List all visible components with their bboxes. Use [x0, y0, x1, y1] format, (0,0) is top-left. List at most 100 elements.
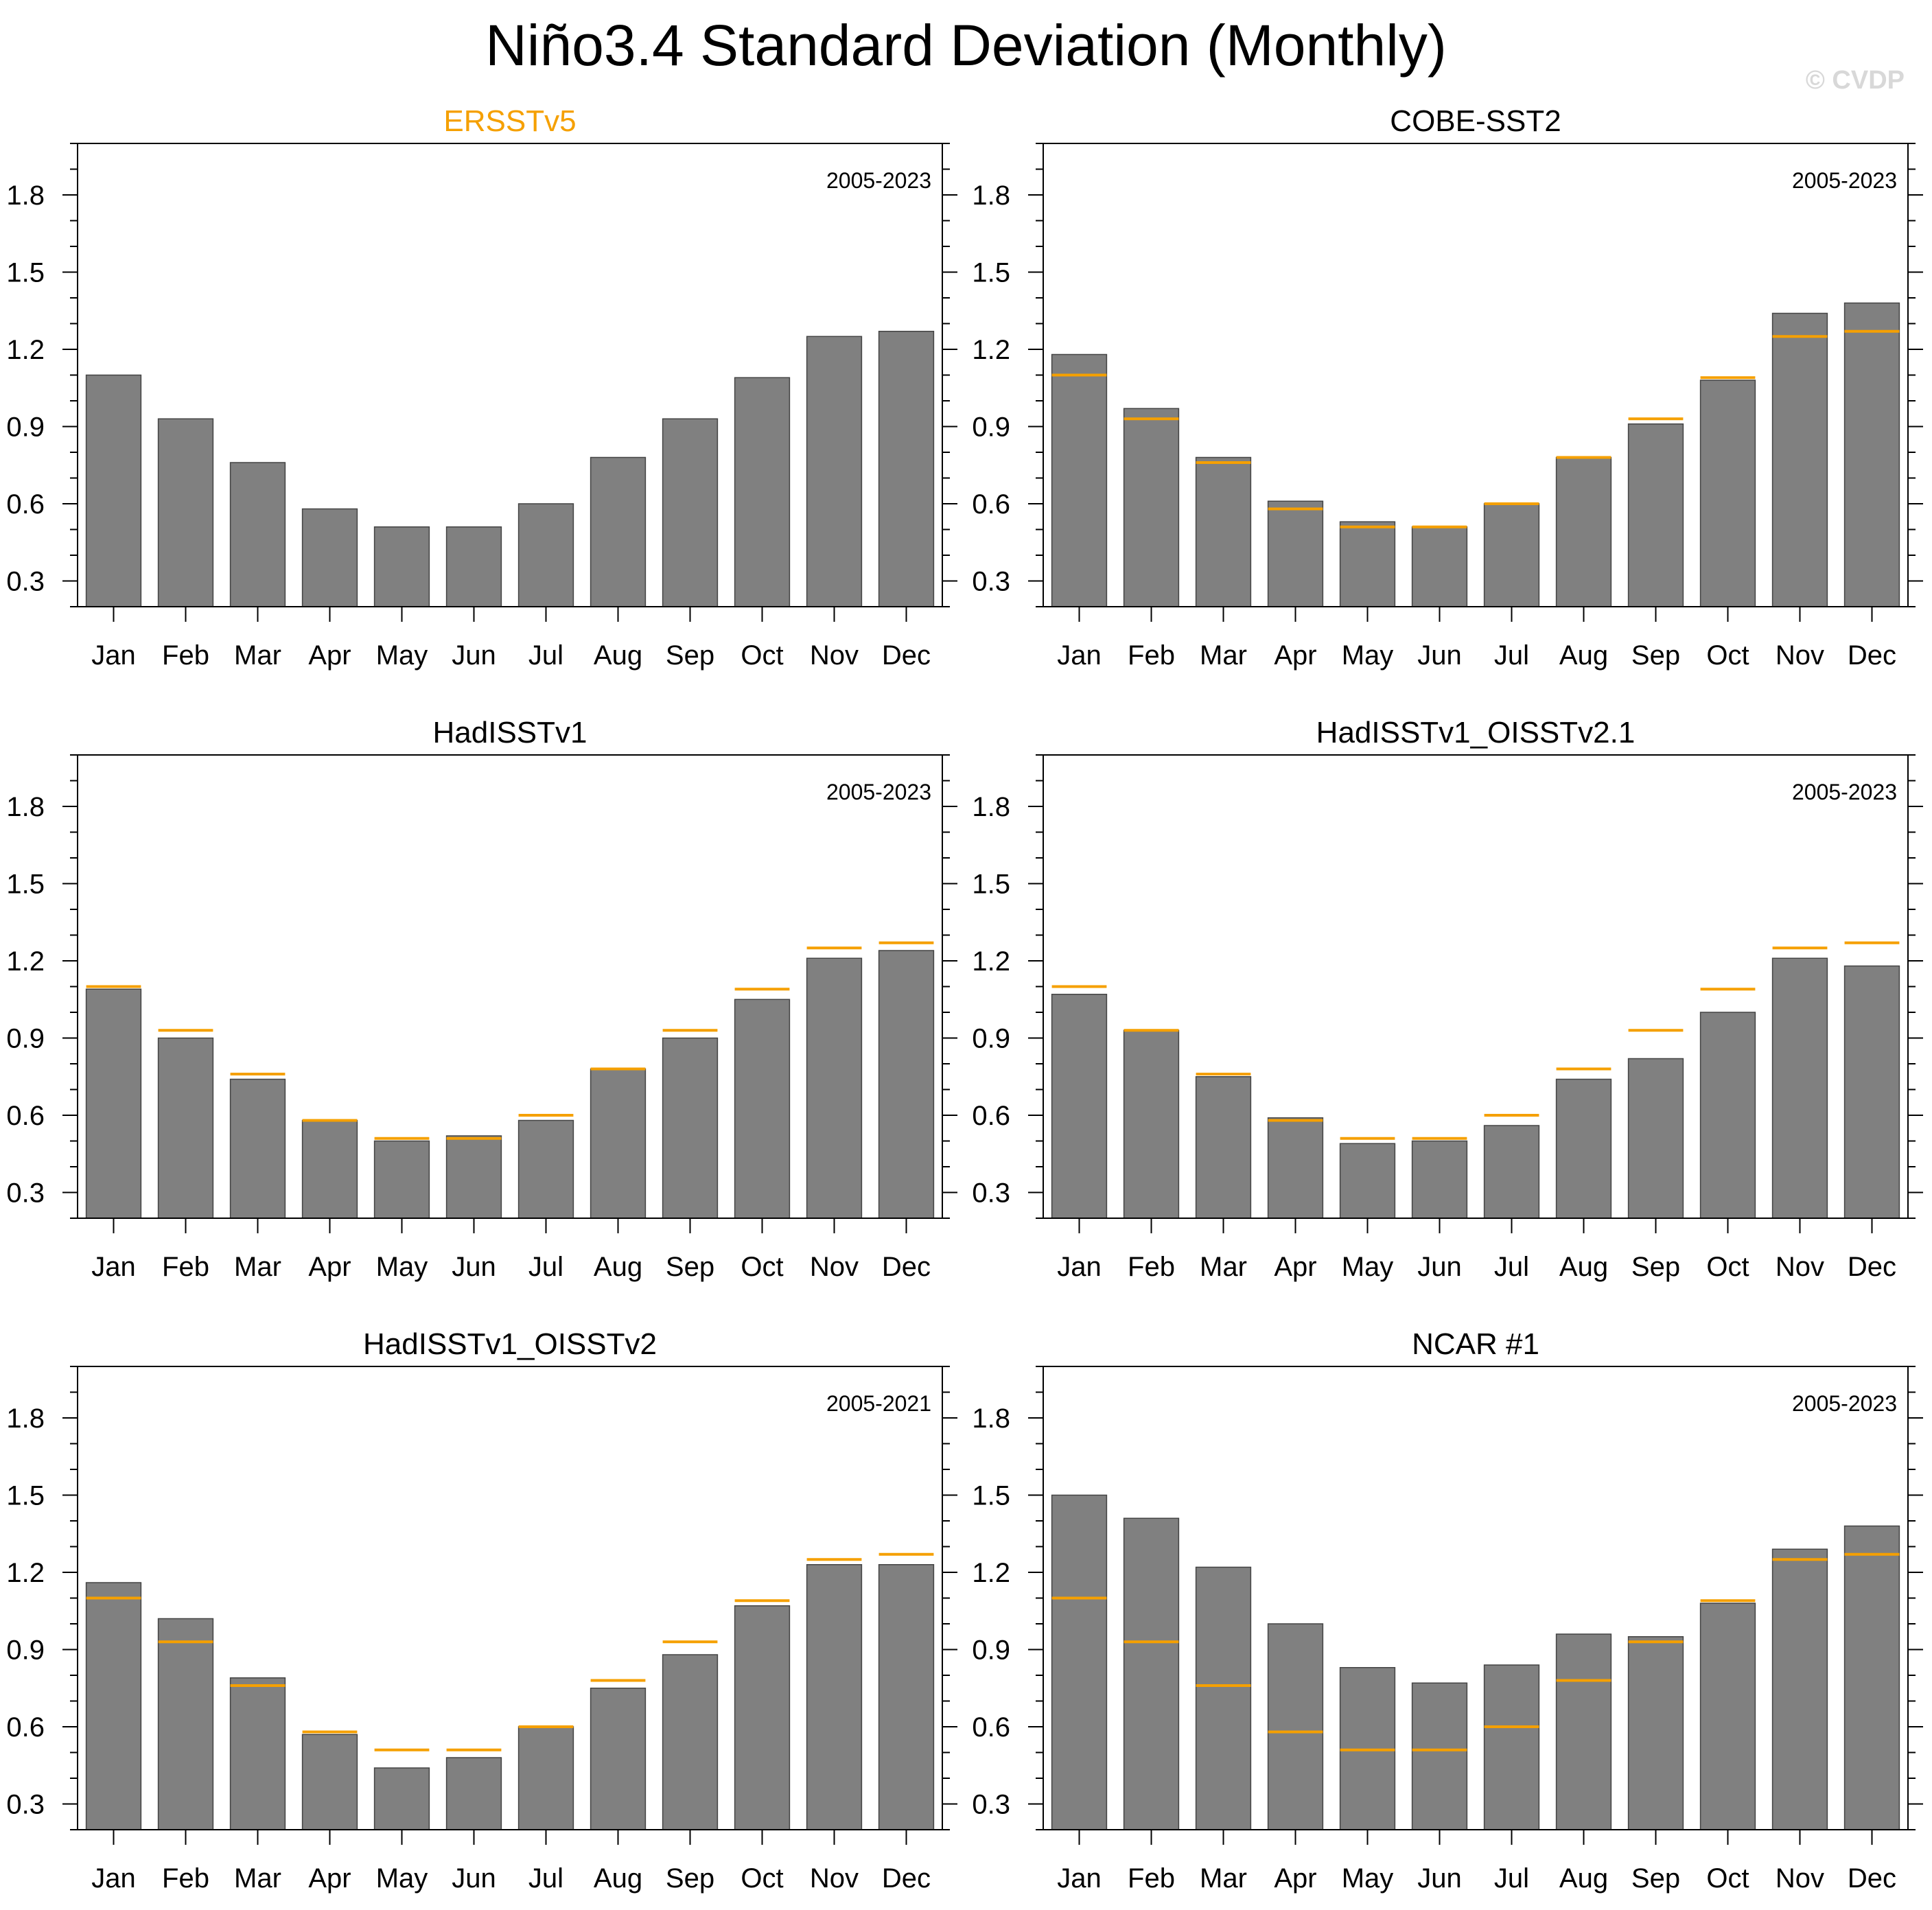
bar: [1771, 312, 1828, 607]
x-tick-label: Nov: [1776, 1252, 1824, 1282]
x-tick-label: Dec: [1848, 1863, 1896, 1894]
x-tick-label: Aug: [1559, 1252, 1608, 1282]
y-tick-label: 0.9: [6, 412, 45, 443]
bar: [1627, 1636, 1684, 1830]
period-label: 2005-2021: [826, 1391, 931, 1416]
bar: [85, 1582, 142, 1830]
y-tick-label: 1.5: [6, 870, 45, 900]
bar: [445, 526, 502, 607]
x-tick-label: Jun: [1417, 1252, 1462, 1282]
x-tick-label: Apr: [308, 1863, 351, 1894]
y-tick-label: 0.6: [972, 1712, 1010, 1743]
x-tick-label: Aug: [1559, 640, 1608, 671]
y-tick-label: 0.9: [972, 412, 1010, 443]
period-label: 2005-2023: [1792, 780, 1897, 804]
bar: [157, 418, 214, 607]
y-tick-label: 0.3: [6, 567, 45, 597]
x-tick-label: May: [1342, 640, 1394, 671]
x-tick-label: Aug: [594, 640, 642, 671]
chart-panel: HadISSTv1 2005-2023 0.3 0.6 0.9 1.2 1.5 1.8 Jan F…: [6, 716, 957, 1282]
x-tick-label: Feb: [162, 640, 209, 671]
x-tick-label: Aug: [594, 1252, 642, 1282]
bar: [1123, 1029, 1180, 1219]
y-tick-label: 0.3: [972, 1790, 1010, 1820]
x-tick-label: Nov: [810, 1863, 859, 1894]
bar: [1267, 1623, 1324, 1830]
bar: [1843, 1525, 1900, 1830]
bar: [734, 377, 791, 607]
panel-title: HadISSTv1: [433, 716, 587, 749]
y-tick-label: 1.5: [6, 1481, 45, 1511]
bar: [1123, 408, 1180, 607]
y-tick-label: 0.6: [972, 1101, 1010, 1131]
y-tick-label: 1.8: [6, 180, 45, 211]
panel-title: ERSSTv5: [443, 104, 576, 138]
y-tick-label: 0.3: [6, 1178, 45, 1209]
x-tick-label: Nov: [1776, 640, 1824, 671]
x-tick-label: Oct: [1706, 1863, 1749, 1894]
x-tick-label: Sep: [666, 640, 714, 671]
bar: [806, 336, 863, 607]
y-tick-label: 1.8: [972, 792, 1010, 822]
bar: [1483, 503, 1540, 607]
bar: [878, 950, 935, 1219]
x-tick-label: Dec: [882, 1252, 931, 1282]
y-tick-label: 0.6: [6, 1712, 45, 1743]
bar: [1555, 1078, 1612, 1219]
period-label: 2005-2023: [1792, 1391, 1897, 1416]
bar: [1411, 1682, 1468, 1830]
bar: [373, 1140, 430, 1219]
x-tick-label: Apr: [1274, 1252, 1316, 1282]
x-tick-label: Nov: [1776, 1863, 1824, 1894]
x-tick-label: Dec: [1848, 1252, 1896, 1282]
x-tick-label: Jun: [452, 1863, 496, 1894]
y-tick-label: 1.8: [6, 792, 45, 822]
x-tick-label: Mar: [1200, 640, 1247, 671]
bar: [157, 1037, 214, 1219]
bar: [1699, 380, 1756, 607]
chart-panel: HadISSTv1_OISSTv2 2005-2021 0.3 0.6 0.9 1.2 1.…: [6, 1327, 957, 1894]
x-tick-label: May: [376, 640, 428, 671]
x-tick-label: Sep: [1631, 1252, 1680, 1282]
y-tick-label: 0.3: [972, 567, 1010, 597]
figure-title: Niño3.4 Standard Deviation (Monthly): [485, 13, 1447, 78]
x-tick-label: Jun: [1417, 640, 1462, 671]
bar: [1555, 456, 1612, 607]
bar: [1627, 1058, 1684, 1219]
x-tick-label: Jun: [452, 1252, 496, 1282]
bar: [373, 1767, 430, 1830]
y-tick-label: 1.5: [972, 258, 1010, 288]
bar: [229, 462, 286, 607]
bar: [806, 1564, 863, 1830]
x-tick-label: Feb: [1128, 1863, 1175, 1894]
x-tick-label: Jul: [528, 1863, 563, 1894]
x-tick-label: Dec: [1848, 640, 1896, 671]
y-tick-label: 1.2: [972, 1558, 1010, 1588]
x-tick-label: Mar: [234, 1863, 281, 1894]
bar: [734, 999, 791, 1219]
chart-panel: ERSSTv5 2005-2023 0.3 0.6 0.9 1.2 1.5 1.8 Jan Feb…: [6, 104, 957, 671]
y-tick-label: 1.2: [6, 1558, 45, 1588]
x-tick-label: Jan: [91, 1252, 136, 1282]
bar: [1843, 302, 1900, 607]
x-tick-label: Oct: [741, 640, 783, 671]
y-tick-label: 1.5: [972, 870, 1010, 900]
period-label: 2005-2023: [1792, 168, 1897, 193]
x-tick-label: Mar: [234, 640, 281, 671]
bar: [229, 1677, 286, 1830]
bar: [301, 1734, 358, 1830]
y-tick-label: 0.3: [972, 1178, 1010, 1209]
bar: [1195, 1076, 1252, 1219]
bar: [1339, 1143, 1396, 1219]
y-tick-label: 0.6: [972, 489, 1010, 520]
bar: [517, 503, 574, 607]
x-tick-label: Sep: [666, 1252, 714, 1282]
bar: [1843, 965, 1900, 1219]
chart-panel: NCAR #1 2005-2023 0.3 0.6 0.9 1.2 1.5 1.8 Jan Feb…: [972, 1327, 1923, 1894]
x-tick-label: Jul: [528, 640, 563, 671]
x-tick-label: Jan: [1057, 640, 1102, 671]
panel-title: HadISSTv1_OISSTv2.1: [1316, 716, 1636, 749]
bar: [517, 1726, 574, 1830]
y-tick-label: 0.9: [972, 1635, 1010, 1666]
y-tick-label: 1.2: [972, 335, 1010, 365]
